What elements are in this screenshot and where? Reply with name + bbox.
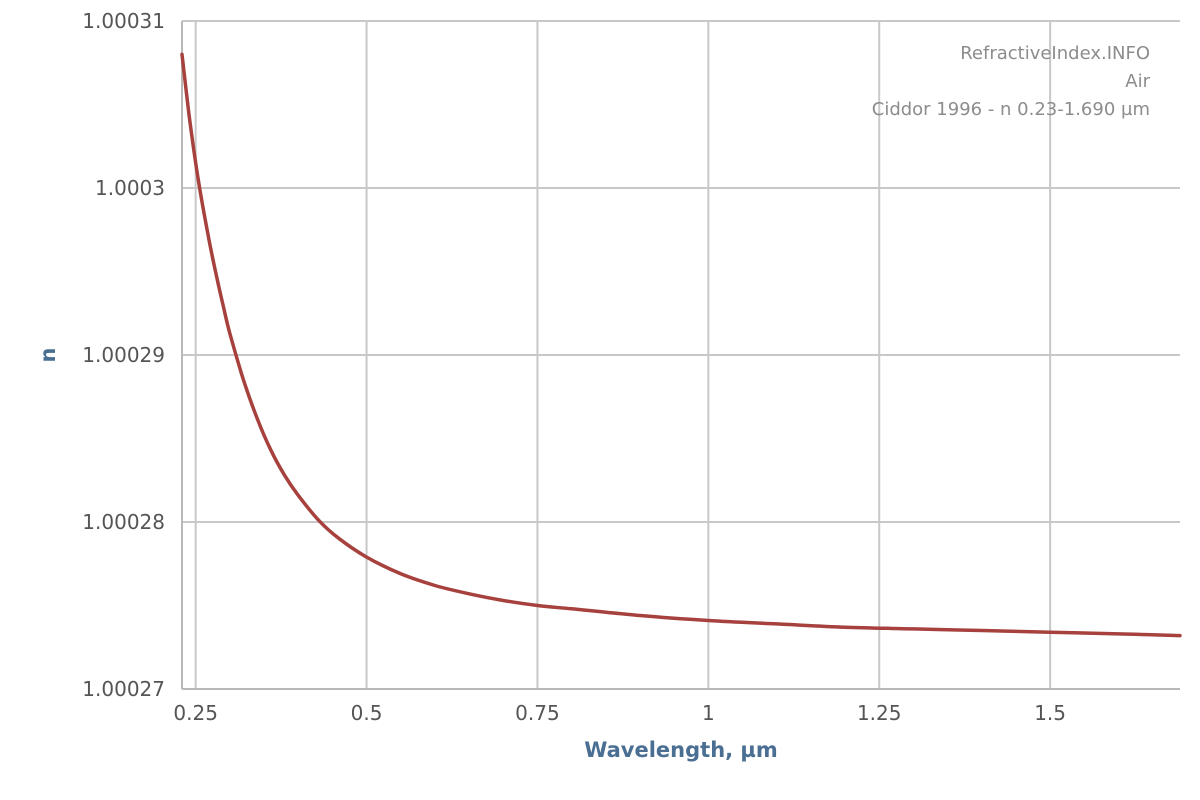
y-tick-labels: 1.00027 1.00028 1.00029 1.0003 1.00031: [82, 9, 165, 701]
y-tick-label: 1.00027: [82, 677, 165, 701]
y-tick-label: 1.00029: [82, 343, 165, 367]
axes: [181, 21, 1180, 690]
x-tick-label: 1.5: [1034, 701, 1066, 725]
annotation-material: Air: [1125, 71, 1150, 92]
grid-lines: [182, 20, 1180, 690]
series-layer: [180, 52, 1182, 638]
x-tick-label: 0.5: [351, 701, 383, 725]
y-tick-label: 1.0003: [95, 176, 165, 200]
x-axis-title: Wavelength, µm: [584, 738, 778, 762]
y-axis-title: n: [36, 348, 60, 363]
x-tick-label: 1.25: [857, 701, 902, 725]
x-tick-label: 0.75: [515, 701, 560, 725]
x-tick-labels: 0.25 0.5 0.75 1 1.25 1.5: [173, 701, 1066, 725]
y-tick-label: 1.00028: [82, 510, 165, 534]
x-tick-label: 0.25: [173, 701, 218, 725]
x-tick-label: 1: [702, 701, 715, 725]
annotation-source: RefractiveIndex.INFO: [960, 43, 1150, 64]
annotation-dataset: Ciddor 1996 - n 0.23-1.690 µm: [872, 99, 1150, 120]
y-tick-label: 1.00031: [82, 9, 165, 33]
series-line: [180, 52, 1182, 638]
